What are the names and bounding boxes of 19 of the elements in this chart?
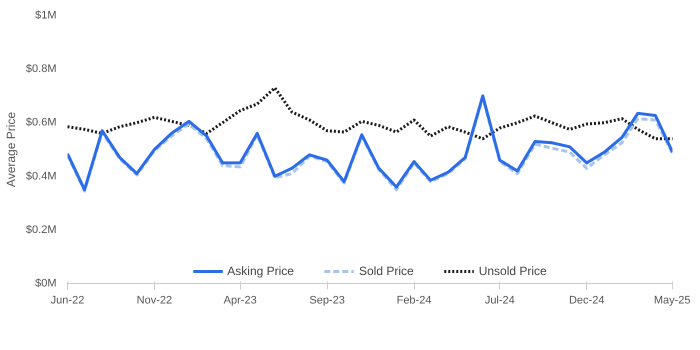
y-tick-label: $0M (35, 278, 57, 290)
y-tick-label: $0.6M (26, 116, 57, 129)
x-tick-label: Feb-24 (396, 294, 432, 306)
y-axis-title: Average Price (4, 112, 18, 188)
y-tick-label: $0.8M (26, 63, 57, 76)
y-tick-label: $0.2M (26, 224, 57, 236)
x-tick-label: Dec-24 (568, 294, 604, 306)
x-tick-label: Apr-23 (224, 294, 257, 306)
line-series (68, 86, 672, 140)
y-tick-label: $1M (35, 10, 57, 22)
legend-label: Asking Price (227, 264, 294, 278)
legend-label: Sold Price (358, 264, 414, 278)
y-tick-label: $0.4M (26, 170, 57, 182)
x-tick-label: Jul-24 (484, 294, 515, 306)
x-tick-label: Jun-22 (50, 294, 84, 306)
x-tick-label: Nov-22 (136, 294, 172, 306)
x-tick-label: Sep-23 (309, 294, 345, 306)
legend-label: Unsold Price (478, 264, 547, 278)
x-tick-label: May-25 (654, 294, 691, 306)
